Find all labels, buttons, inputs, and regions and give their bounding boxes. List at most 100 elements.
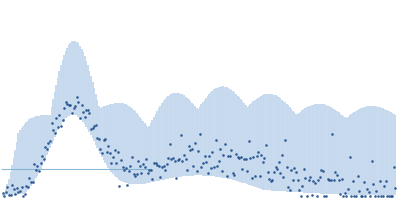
Point	[154, 163, 160, 166]
Point	[157, 175, 164, 178]
Point	[143, 158, 149, 161]
Point	[132, 175, 138, 178]
Point	[351, 194, 358, 197]
Point	[310, 180, 316, 183]
Point	[375, 194, 381, 197]
Point	[225, 155, 231, 158]
Point	[48, 121, 55, 124]
Point	[359, 194, 366, 197]
Point	[12, 193, 18, 196]
Point	[70, 106, 77, 109]
Point	[119, 165, 126, 168]
Point	[28, 180, 34, 184]
Point	[388, 194, 394, 197]
Point	[61, 106, 67, 109]
Point	[203, 160, 209, 163]
Point	[89, 126, 96, 130]
Point	[179, 159, 186, 162]
Point	[326, 178, 332, 181]
Point	[181, 154, 187, 157]
Point	[239, 168, 246, 171]
Point	[55, 126, 61, 129]
Point	[4, 186, 10, 189]
Point	[80, 111, 86, 114]
Point	[250, 155, 257, 158]
Point	[134, 172, 140, 175]
Point	[127, 165, 134, 168]
Point	[85, 108, 91, 111]
Point	[296, 189, 302, 192]
Point	[249, 176, 255, 180]
Point	[173, 177, 179, 180]
Point	[23, 185, 30, 188]
Point	[386, 194, 392, 197]
Point	[118, 158, 124, 162]
Point	[96, 138, 102, 141]
Point	[329, 132, 336, 135]
Point	[31, 162, 38, 165]
Point	[105, 145, 112, 148]
Point	[318, 169, 324, 172]
Point	[126, 169, 132, 173]
Point	[171, 159, 178, 163]
Point	[3, 190, 9, 193]
Point	[234, 155, 241, 159]
Point	[268, 179, 274, 182]
Point	[75, 101, 82, 104]
Point	[92, 123, 99, 126]
Point	[217, 147, 224, 150]
Point	[233, 153, 239, 156]
Point	[272, 166, 279, 169]
Point	[114, 150, 121, 154]
Point	[367, 194, 373, 197]
Point	[50, 129, 56, 132]
Point	[22, 192, 28, 196]
Point	[44, 147, 50, 150]
Point	[286, 188, 293, 191]
Point	[381, 185, 388, 188]
Point	[135, 160, 142, 163]
Point	[315, 178, 321, 181]
Point	[323, 194, 329, 197]
Point	[104, 151, 110, 154]
Point	[186, 145, 192, 148]
Point	[0, 191, 6, 195]
Point	[306, 178, 312, 181]
Point	[124, 184, 130, 187]
Point	[107, 152, 113, 155]
Point	[338, 177, 345, 180]
Point	[182, 157, 189, 160]
Point	[264, 170, 271, 173]
Point	[129, 156, 135, 159]
Point	[148, 168, 154, 171]
Point	[137, 165, 143, 168]
Point	[276, 161, 282, 164]
Point	[39, 154, 45, 157]
Point	[83, 108, 90, 112]
Point	[130, 172, 137, 175]
Point	[216, 159, 222, 162]
Point	[211, 165, 217, 168]
Point	[255, 150, 261, 154]
Point	[36, 169, 42, 173]
Point	[142, 166, 148, 169]
Point	[328, 178, 334, 182]
Point	[184, 168, 190, 171]
Point	[316, 176, 323, 179]
Point	[312, 181, 318, 184]
Point	[222, 142, 228, 145]
Point	[258, 154, 264, 157]
Point	[159, 166, 165, 169]
Point	[151, 161, 157, 164]
Point	[337, 192, 343, 195]
Point	[354, 174, 361, 177]
Point	[59, 118, 66, 121]
Point	[170, 157, 176, 160]
Point	[313, 194, 320, 197]
Point	[294, 178, 301, 181]
Point	[189, 148, 195, 151]
Point	[348, 194, 354, 197]
Point	[390, 165, 397, 168]
Point	[201, 154, 208, 157]
Point	[40, 158, 47, 161]
